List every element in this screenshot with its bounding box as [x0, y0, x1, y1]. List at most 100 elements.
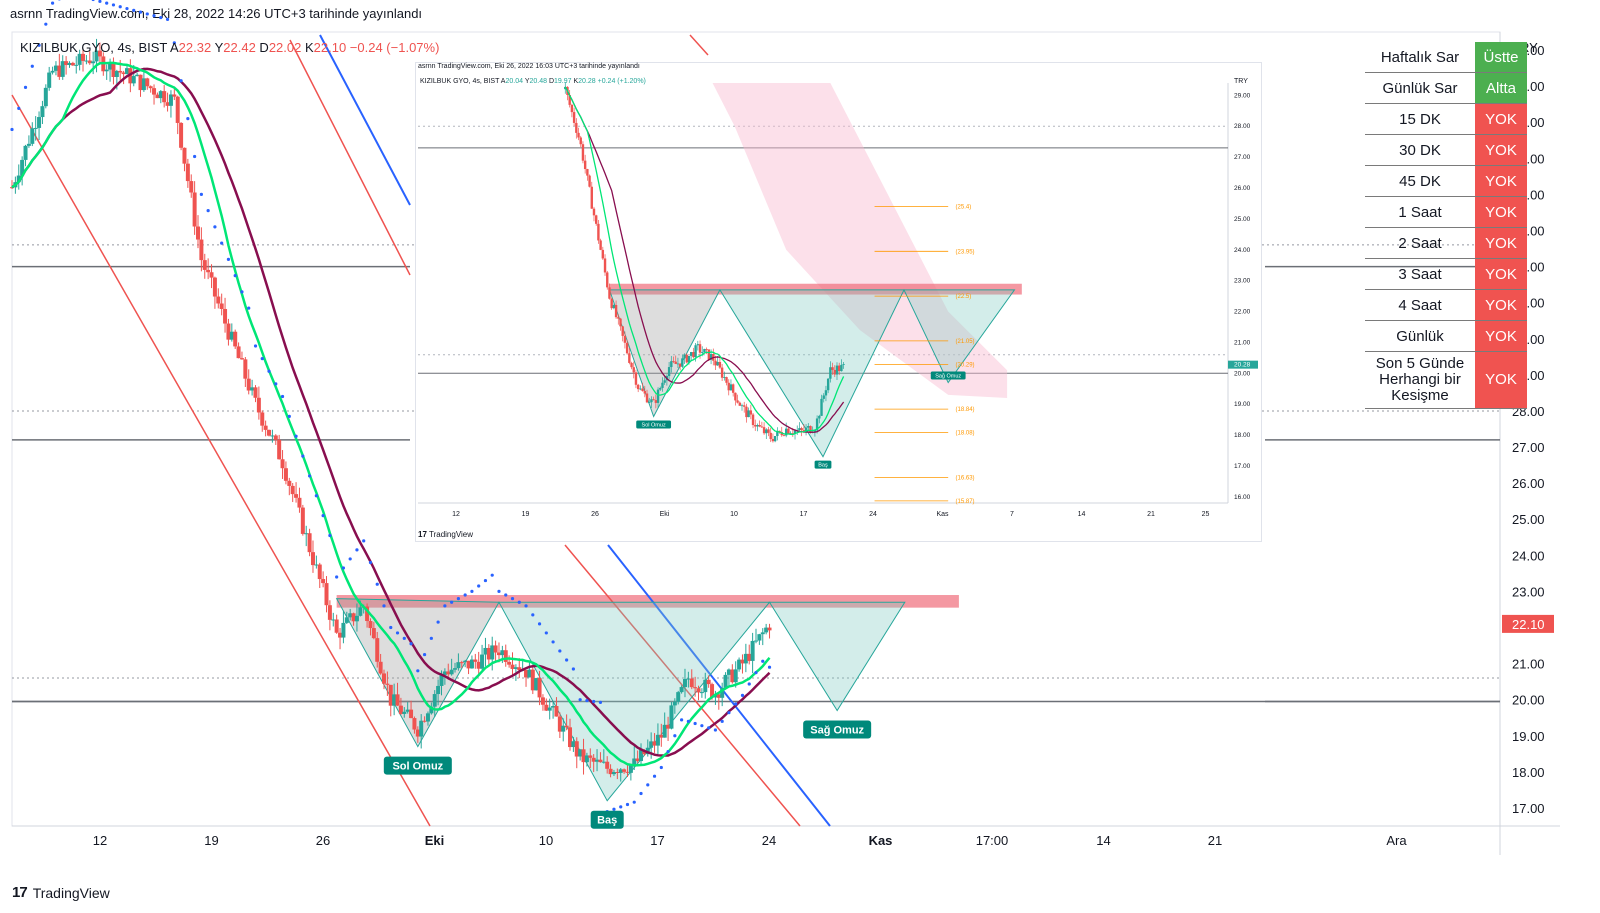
sar-dot [165, 17, 170, 21]
inset-candle-body [625, 342, 629, 354]
candle-body [158, 91, 163, 99]
inset-candle-body [701, 352, 704, 353]
sar-dot [578, 698, 582, 702]
inset-ohlc-change: +0.24 (+1.20%) [598, 78, 646, 85]
sar-dot [416, 669, 420, 673]
inset-candle-body [663, 380, 666, 383]
sar-dot [193, 154, 197, 159]
inset-candle-body [815, 418, 819, 431]
inset-candle-body [765, 429, 768, 434]
ohlc-key: D [259, 40, 268, 55]
sar-dot [138, 10, 143, 14]
status-value: YOK [1475, 351, 1527, 409]
status-value: YOK [1475, 165, 1527, 197]
inset-candle-body [782, 435, 786, 436]
inset-candle-body [581, 144, 585, 161]
sar-dot [666, 750, 670, 754]
inset-chart: asrnn TradingView.com, Eki 26, 2022 16:0… [415, 62, 1262, 542]
status-value: YOK [1475, 289, 1527, 321]
legend-symbol: KIZILBUK GYO, 4s, BIST [20, 40, 167, 55]
candle-body [124, 68, 129, 75]
candle-body [365, 606, 370, 622]
trend-line-upper-2 [564, 544, 801, 827]
inset-x-tick: 19 [522, 511, 530, 518]
candle-body [402, 711, 407, 714]
inset-candle-body [773, 436, 777, 442]
candle-body [81, 53, 86, 61]
candle-body [196, 226, 200, 240]
inset-candle-body [798, 428, 801, 431]
inset-candle-body [800, 428, 803, 431]
inset-candle-body [738, 402, 741, 406]
inset-candle-body [749, 410, 753, 415]
candle-body [135, 74, 140, 77]
candle-body [733, 669, 738, 683]
inset-y-tick: 29.00 [1234, 92, 1251, 99]
inset-currency: TRY [1234, 78, 1248, 85]
candle-body [618, 769, 623, 773]
time-axis[interactable]: 12 19 26 Eki 10 17 24 Kas 17:00 14 21 Ara [93, 833, 1408, 848]
candle-body [385, 683, 390, 685]
y-tick-label: 23.00 [1512, 584, 1545, 599]
candle-body [310, 552, 315, 566]
candle-body [459, 662, 464, 664]
candle-body [689, 678, 694, 688]
candle-body [608, 768, 613, 775]
sar-dot [659, 765, 663, 770]
candle-body [547, 707, 552, 711]
annotation-label: Baş [597, 815, 617, 827]
inset-candle-body [840, 364, 843, 372]
ma-slow-line [11, 67, 771, 757]
y-tick-label: 24.00 [1512, 548, 1545, 563]
sar-dot [118, 5, 122, 9]
candle-body [239, 358, 244, 360]
inset-candle-body [776, 430, 779, 437]
candle-body [128, 68, 133, 84]
status-label: 1 Saat [1365, 196, 1475, 228]
inset-candle-body [826, 378, 830, 391]
sar-dot [91, 0, 95, 2]
candle-body [537, 678, 542, 698]
x-tick-label: 19 [204, 833, 218, 848]
sar-dot [159, 15, 163, 20]
candle-body [730, 669, 735, 683]
inset-candle-body [610, 298, 613, 309]
annotation-box [803, 720, 872, 739]
status-row: 3 Saat YOK [1365, 258, 1527, 290]
status-row: Günlük YOK [1365, 320, 1527, 352]
candle-body [300, 507, 305, 534]
inset-candle-body [705, 348, 708, 350]
candle-body [20, 159, 25, 176]
candle-body [111, 62, 116, 77]
candle-body [409, 709, 414, 719]
inset-candle-body [628, 353, 631, 363]
inset-candle-body [623, 335, 627, 343]
x-tick-label: Kas [869, 833, 893, 848]
sar-dot [524, 604, 528, 608]
inset-candle-body [612, 305, 616, 309]
status-label: 15 DK [1365, 103, 1475, 135]
sar-dot [598, 700, 603, 704]
inset-candle-body [579, 137, 582, 145]
y-tick-label: 27.00 [1512, 440, 1545, 455]
inset-candle-body [838, 365, 841, 372]
candle-body [655, 734, 660, 746]
candle-body [622, 769, 627, 772]
inset-candle-body [632, 367, 635, 373]
status-row: 45 DK YOK [1365, 165, 1527, 197]
candle-body [632, 758, 637, 765]
candle-body [334, 619, 339, 633]
candle-body [398, 705, 403, 714]
candle-body [743, 653, 748, 664]
candle-body [469, 659, 474, 669]
inset-candle-body [590, 186, 593, 209]
candle-body [490, 645, 495, 660]
inset-candle-body [678, 363, 682, 367]
candle-body [527, 669, 532, 678]
tradingview-footer[interactable]: 17 TradingView [12, 884, 110, 901]
resistance-zone [336, 595, 959, 608]
inset-candle-body [727, 382, 730, 391]
candle-body [57, 65, 62, 77]
fib-label: (16.63) [956, 475, 975, 481]
inset-candle-body [630, 362, 633, 368]
